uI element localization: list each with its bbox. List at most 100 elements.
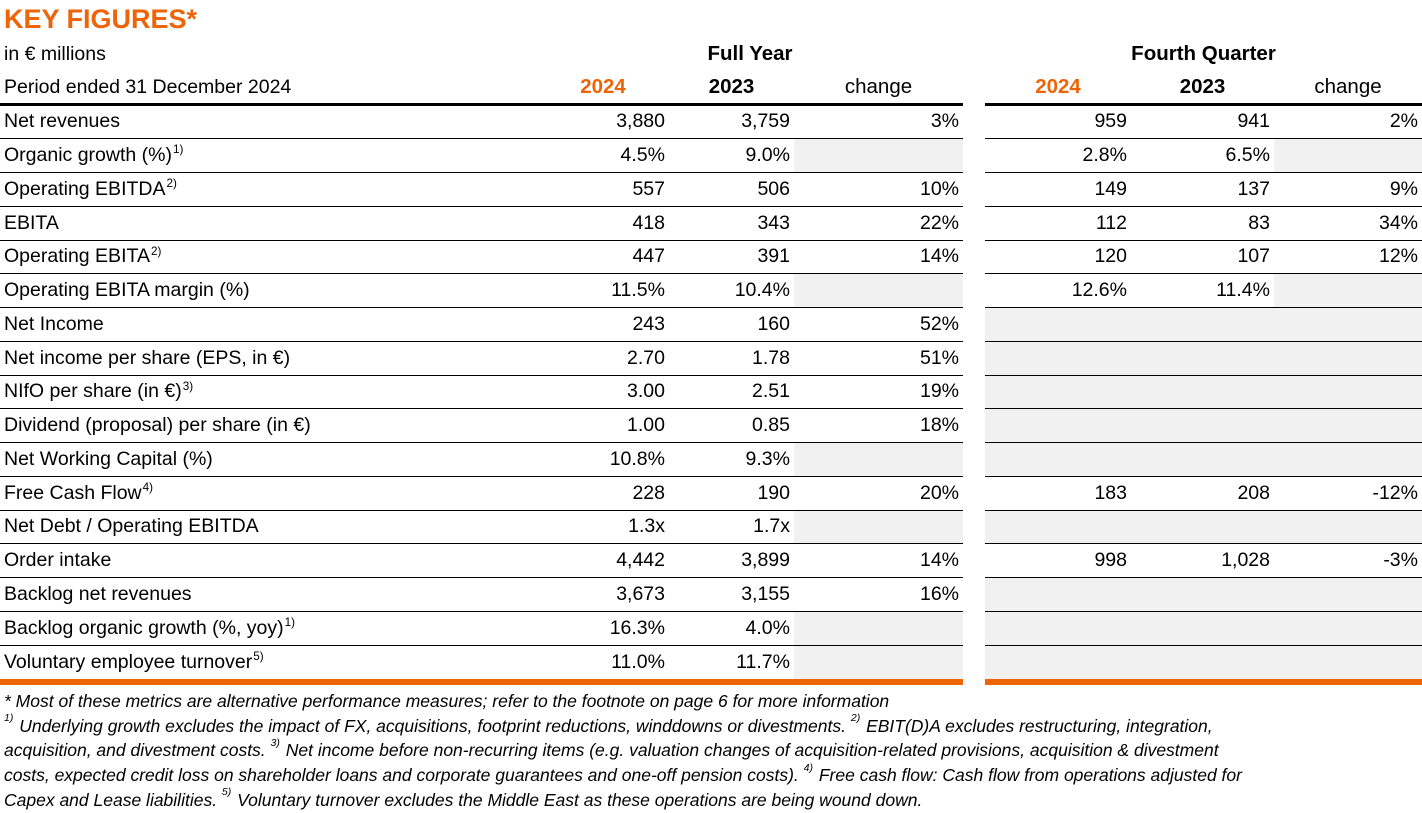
cell-fy-2023: 3,155 bbox=[669, 578, 794, 612]
cell-fy-change: 18% bbox=[794, 409, 963, 443]
cell-q4-2023 bbox=[1131, 510, 1274, 545]
cell-fy-change: 14% bbox=[794, 544, 963, 578]
cell-fy-change: 20% bbox=[794, 477, 963, 511]
cell-q4-change: -12% bbox=[1274, 477, 1422, 511]
cell-q4-change bbox=[1274, 274, 1422, 308]
table-gap bbox=[963, 139, 985, 173]
cell-fy-2023: 506 bbox=[669, 173, 794, 207]
cell-q4-2024 bbox=[985, 409, 1131, 443]
full-year-group-header: Full Year bbox=[707, 42, 793, 65]
table-gap bbox=[963, 105, 985, 140]
cell-fy-change: 51% bbox=[794, 342, 963, 376]
key-figures-table: in € millions Full Year Fourth Quarter P… bbox=[0, 38, 1422, 680]
cell-q4-2023: 941 bbox=[1131, 106, 1274, 140]
cell-q4-2023 bbox=[1131, 611, 1274, 646]
cell-q4-change bbox=[1274, 611, 1422, 646]
cell-q4-2023: 83 bbox=[1131, 207, 1274, 241]
row-label: Order intake bbox=[0, 544, 537, 578]
cell-q4-2023: 137 bbox=[1131, 173, 1274, 207]
cell-fy-2023: 190 bbox=[669, 477, 794, 511]
cell-fy-2024: 3.00 bbox=[537, 376, 669, 410]
cell-fy-change: 14% bbox=[794, 241, 963, 275]
cell-fy-2023: 9.0% bbox=[669, 139, 794, 173]
cell-fy-2023: 2.51 bbox=[669, 376, 794, 410]
footnote-line: costs, expected credit loss on sharehold… bbox=[4, 761, 1242, 786]
cell-q4-2024: 2.8% bbox=[985, 139, 1131, 173]
cell-q4-change bbox=[1274, 443, 1422, 477]
cell-q4-2024 bbox=[985, 375, 1131, 410]
cell-q4-change bbox=[1274, 578, 1422, 612]
cell-fy-change: 10% bbox=[794, 173, 963, 207]
fy-column-header-2023: 2023 bbox=[669, 72, 794, 106]
cell-fy-change: 22% bbox=[794, 207, 963, 241]
cell-q4-change: 12% bbox=[1274, 241, 1422, 275]
fy-column-header-2024: 2024 bbox=[537, 72, 669, 106]
table-gap bbox=[963, 645, 985, 680]
row-label: Operating EBITDA 2) bbox=[0, 173, 537, 207]
cell-fy-2023: 3,899 bbox=[669, 544, 794, 578]
q4-column-header-2023: 2023 bbox=[1131, 72, 1274, 106]
cell-q4-2024 bbox=[985, 645, 1131, 680]
cell-fy-2024: 418 bbox=[537, 207, 669, 241]
cell-fy-change: 3% bbox=[794, 106, 963, 140]
table-gap bbox=[963, 443, 985, 477]
cell-q4-2023 bbox=[1131, 308, 1274, 342]
cell-fy-2024: 1.3x bbox=[537, 511, 669, 545]
cell-q4-2023: 208 bbox=[1131, 477, 1274, 511]
row-label: Free Cash Flow 4) bbox=[0, 477, 537, 511]
cell-q4-2024 bbox=[985, 341, 1131, 376]
orange-rule-gap bbox=[963, 679, 985, 685]
row-label: Net income per share (EPS, in €) bbox=[0, 342, 537, 376]
cell-fy-2023: 11.7% bbox=[736, 650, 790, 673]
footnote-line: acquisition, and divestment costs. 3) Ne… bbox=[4, 736, 1219, 761]
cell-fy-2023: 9.3% bbox=[669, 443, 794, 477]
row-label: Backlog net revenues bbox=[0, 578, 537, 612]
cell-fy-2024: 4,442 bbox=[537, 544, 669, 578]
row-label: Net Debt / Operating EBITDA bbox=[0, 511, 537, 545]
table-gap bbox=[963, 308, 985, 342]
cell-fy-2023: 1.78 bbox=[669, 342, 794, 376]
row-label: Net Working Capital (%) bbox=[0, 443, 537, 477]
footnotes: * Most of these metrics are alternative … bbox=[0, 685, 1422, 813]
cell-q4-2023 bbox=[1131, 578, 1274, 612]
cell-fy-change: 52% bbox=[794, 308, 963, 342]
unit-label: in € millions bbox=[4, 42, 106, 65]
orange-rule-fourth-quarter bbox=[985, 679, 1422, 685]
cell-q4-2024 bbox=[985, 443, 1131, 477]
cell-q4-2024 bbox=[985, 308, 1131, 342]
row-label: Backlog organic growth (%, yoy) 1) bbox=[0, 612, 537, 646]
cell-q4-change bbox=[1274, 510, 1422, 545]
cell-fy-2024: 3,673 bbox=[537, 578, 669, 612]
cell-fy-change bbox=[794, 139, 963, 173]
table-gap bbox=[963, 510, 985, 545]
q4-column-header-change: change bbox=[1274, 72, 1422, 106]
cell-q4-2023 bbox=[1131, 409, 1274, 443]
cell-q4-change: 2% bbox=[1274, 106, 1422, 140]
row-label: Organic growth (%) 1) bbox=[0, 139, 537, 173]
cell-fy-2023: 0.85 bbox=[669, 409, 794, 443]
cell-q4-change bbox=[1274, 645, 1422, 680]
cell-fy-change bbox=[794, 443, 963, 477]
cell-q4-2024 bbox=[985, 611, 1131, 646]
row-label: Operating EBITA 2) bbox=[0, 241, 537, 275]
cell-q4-2023 bbox=[1131, 341, 1274, 376]
cell-fy-2024: 228 bbox=[537, 477, 669, 511]
table-gap bbox=[963, 578, 985, 612]
fourth-quarter-group-header: Fourth Quarter bbox=[1131, 42, 1276, 65]
footnote-line: Capex and Lease liabilities. 5) Voluntar… bbox=[4, 786, 923, 810]
cell-fy-2024: 4.5% bbox=[537, 139, 669, 173]
cell-q4-change: 34% bbox=[1274, 207, 1422, 241]
cell-fy-2024: 16.3% bbox=[537, 612, 669, 646]
table-gap bbox=[963, 206, 985, 241]
table-gap bbox=[963, 409, 985, 443]
cell-q4-change: 9% bbox=[1274, 173, 1422, 207]
cell-q4-2024: 12.6% bbox=[985, 274, 1131, 308]
cell-q4-2023 bbox=[1131, 645, 1274, 680]
cell-q4-change bbox=[1274, 139, 1422, 173]
fy-column-header-change: change bbox=[794, 72, 963, 106]
cell-q4-2024: 120 bbox=[985, 241, 1131, 275]
cell-q4-2024 bbox=[985, 510, 1131, 545]
cell-fy-2024: 11.0% bbox=[611, 650, 665, 673]
cell-q4-2023: 6.5% bbox=[1131, 139, 1274, 173]
